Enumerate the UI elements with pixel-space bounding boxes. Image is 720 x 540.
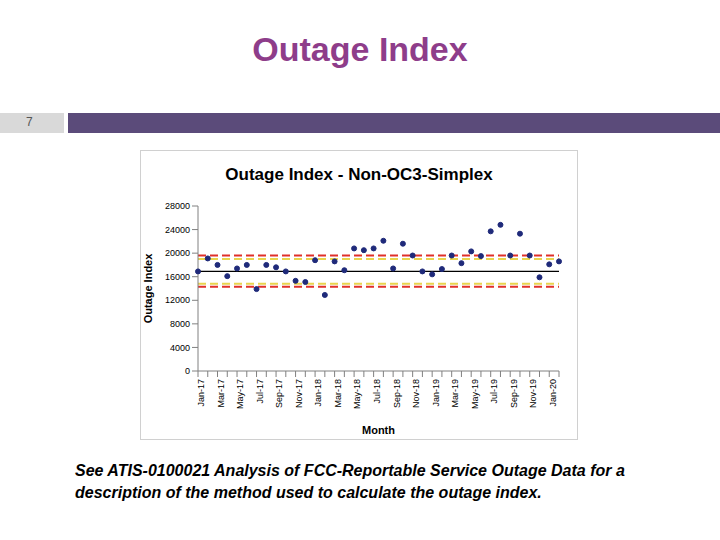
svg-text:Mar-17: Mar-17 [216, 379, 226, 408]
svg-text:Month: Month [362, 424, 395, 436]
svg-text:May-19: May-19 [470, 379, 480, 409]
html-text:Outage Index - Non-OC3-Simplex: Outage Index - Non-OC3-Simplex [225, 165, 493, 184]
svg-text:Jan-19: Jan-19 [431, 379, 441, 407]
svg-text:Nov-19: Nov-19 [528, 379, 538, 408]
html-text:See ATIS-0100021 Analysis of F: See ATIS-0100021 Analysis of FCC-Reporta… [75, 462, 625, 501]
svg-text:Sep-19: Sep-19 [509, 379, 519, 408]
html-text:7: 7 [26, 115, 33, 129]
svg-text:Mar-19: Mar-19 [450, 379, 460, 408]
svg-text:24000: 24000 [165, 225, 190, 235]
svg-text:4000: 4000 [170, 343, 190, 353]
svg-text:Sep-17: Sep-17 [274, 379, 284, 408]
svg-text:May-18: May-18 [352, 379, 362, 409]
svg-text:Jan-18: Jan-18 [313, 379, 323, 407]
svg-text:Jul-17: Jul-17 [255, 379, 265, 404]
html-text:Outage Index: Outage Index [252, 30, 468, 68]
svg-text:Mar-18: Mar-18 [333, 379, 343, 408]
svg-text:Nov-18: Nov-18 [411, 379, 421, 408]
svg-text:Jul-18: Jul-18 [372, 379, 382, 404]
svg-text:16000: 16000 [165, 272, 190, 282]
svg-text:12000: 12000 [165, 295, 190, 305]
svg-text:0: 0 [185, 366, 190, 376]
svg-text:8000: 8000 [170, 319, 190, 329]
svg-text:Jul-19: Jul-19 [489, 379, 499, 404]
svg-text:Outage Index: Outage Index [142, 253, 154, 324]
svg-text:28000: 28000 [165, 201, 190, 211]
svg-text:Jan-17: Jan-17 [196, 379, 206, 407]
svg-text:20000: 20000 [165, 248, 190, 258]
svg-text:May-17: May-17 [235, 379, 245, 409]
svg-text:Sep-18: Sep-18 [392, 379, 402, 408]
svg-text:Nov-17: Nov-17 [294, 379, 304, 408]
svg-text:Jan-20: Jan-20 [548, 379, 558, 407]
